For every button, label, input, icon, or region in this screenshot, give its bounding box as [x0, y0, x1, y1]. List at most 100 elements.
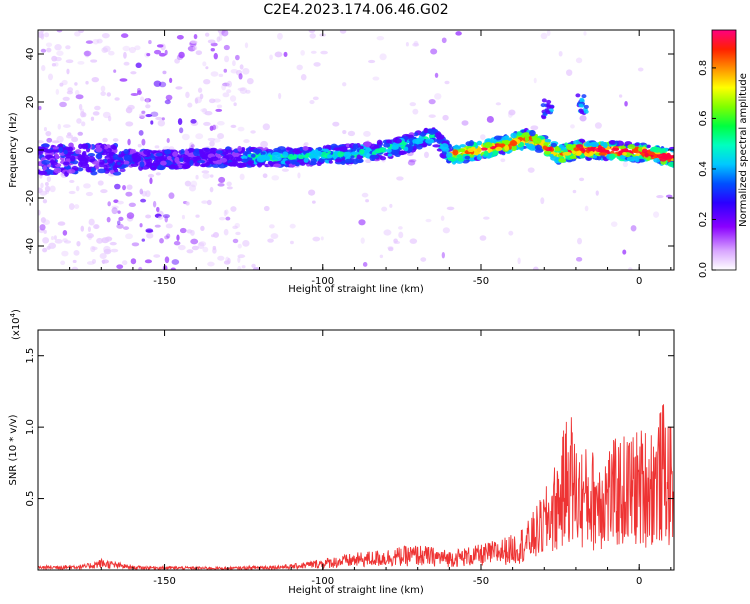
spectrogram-cell	[125, 191, 133, 197]
spectrogram-cell	[246, 77, 254, 85]
spectrogram-cell	[622, 161, 628, 168]
spectrogram-cell	[634, 157, 640, 163]
spectrogram-cell	[41, 64, 46, 72]
spectrogram-cell	[224, 55, 230, 63]
spectrogram-cell	[83, 50, 92, 57]
spectrogram-cell	[304, 154, 309, 159]
spectrogram-cell	[143, 149, 151, 155]
spectrogram-cell	[144, 98, 152, 103]
spectrogram-cell	[189, 142, 194, 149]
spectrogram-cell	[145, 114, 153, 118]
figure-title: C2E4.2023.174.06.46.G02	[263, 2, 448, 18]
spectrogram-cell	[141, 138, 146, 146]
spectrogram-cell	[112, 153, 119, 160]
spectrogram-cell	[432, 144, 441, 148]
spectrogram-cell	[223, 228, 229, 236]
spectrogram-cell	[516, 131, 522, 137]
spectrogram-cell	[644, 152, 649, 158]
spectrogram-cell	[320, 236, 324, 241]
spectrogram-cell	[196, 160, 206, 164]
spectrogram-cell	[507, 111, 513, 118]
spectrogram-ylabel: Frequency (Hz)	[8, 112, 19, 188]
spectrogram-cell	[187, 102, 193, 108]
spectrogram-cell	[157, 119, 166, 127]
spectrogram-cell	[575, 144, 584, 148]
spectrogram-cell	[179, 157, 185, 163]
x-tick-label: 0	[636, 276, 642, 287]
spectrogram-cell	[277, 32, 283, 40]
spectrogram-cell	[442, 114, 449, 121]
spectrogram-cell	[238, 73, 243, 80]
spectrogram-cell	[210, 48, 215, 52]
spectrogram-cell	[40, 143, 50, 148]
spectrogram-cell	[233, 156, 240, 162]
spectrogram-cell	[44, 32, 50, 38]
spectrogram-cell	[264, 155, 271, 161]
spectrogram-cell	[86, 233, 94, 239]
spectrogram-cell	[347, 130, 356, 137]
spectrogram-cell	[589, 150, 594, 156]
spectrogram-cell	[508, 109, 516, 116]
colorbar-tick-label: 0.8	[698, 60, 709, 76]
spectrogram-cell	[46, 137, 53, 143]
spectrogram-cell	[126, 212, 135, 219]
spectrogram-cell	[213, 52, 218, 60]
spectrogram-cell	[386, 139, 393, 144]
spectrogram-cell	[646, 144, 651, 149]
spectrogram-feature	[540, 103, 546, 108]
spectrogram-cell	[44, 149, 54, 154]
spectrogram-cell	[239, 173, 245, 181]
spectrogram-cell	[70, 155, 76, 162]
spectrogram-cell	[550, 156, 559, 161]
spectrogram-cell	[123, 154, 132, 161]
spectrogram-cell	[51, 140, 60, 144]
spectrogram-cell	[413, 132, 419, 137]
spectrogram-cell	[186, 229, 193, 234]
spectrogram-cell	[215, 108, 223, 112]
spectrogram-cell	[312, 200, 316, 204]
spectrogram-cell	[68, 190, 76, 195]
spectrogram-cell	[77, 61, 85, 65]
spectrogram-cell	[267, 238, 274, 243]
spectrogram-cell	[56, 50, 64, 56]
spectrogram-cell	[230, 124, 237, 129]
spectrogram-panel: -150 -100 -50 0 -40 -20 0 20 40 Height of straig…	[8, 29, 675, 295]
spectrogram-cell	[212, 232, 220, 238]
spectrogram-cell	[195, 174, 199, 180]
spectrogram-cell	[544, 138, 552, 143]
colorbar-tick-label: 0.2	[698, 212, 709, 228]
spectrogram-cell	[396, 176, 404, 181]
spectrogram-cell	[40, 182, 44, 189]
spectrogram-cell	[492, 138, 497, 143]
spectrogram-cell	[103, 145, 109, 150]
spectrogram-cell	[39, 190, 48, 196]
spectrogram-cell	[121, 260, 128, 266]
spectrogram-cell	[150, 111, 159, 117]
spectrogram-cell	[634, 142, 640, 146]
spectrogram-cell	[44, 154, 53, 159]
spectrogram-cell	[261, 151, 266, 155]
spectrogram-cell	[483, 150, 489, 157]
spectrogram-cell	[271, 156, 277, 161]
colorbar-label: Normalized spectral amplitude	[738, 73, 749, 227]
spectrogram-cell	[197, 87, 203, 93]
spectrogram-cell	[41, 30, 45, 33]
snr-xlabel: Height of straight line (km)	[288, 585, 424, 596]
spectrogram-cell	[312, 96, 319, 101]
spectrogram-cell	[114, 183, 121, 190]
spectrogram-cell	[200, 108, 208, 113]
spectrogram-cell	[256, 156, 264, 160]
spectrogram-cell	[45, 130, 52, 137]
spectrogram-cell	[180, 148, 185, 154]
spectrogram-cell	[342, 129, 347, 135]
spectrogram-cell	[43, 127, 48, 132]
spectrogram-cell	[595, 147, 603, 153]
spectrogram-cell	[409, 102, 417, 107]
spectrogram-cell	[90, 167, 97, 172]
spectrogram-cell	[275, 155, 282, 162]
spectrogram-cell	[62, 230, 68, 236]
spectrogram-cell	[510, 139, 517, 146]
spectrogram-cell	[127, 104, 135, 110]
spectrogram-cell	[176, 234, 180, 242]
spectrogram-cell	[206, 199, 212, 206]
